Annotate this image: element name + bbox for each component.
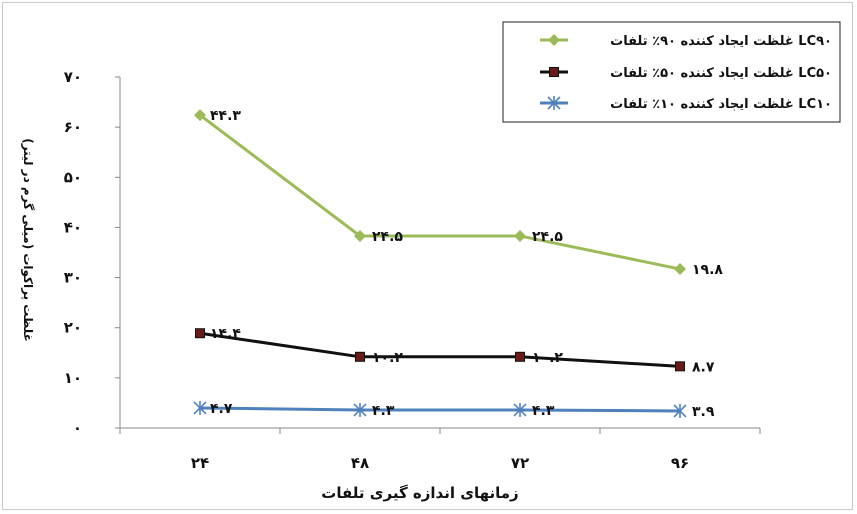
legend-label: غلظت ایجاد کننده ۱۰٪ تلفات LC۱۰: [610, 97, 832, 112]
data-label: ۱۹.۸: [692, 262, 723, 278]
legend: غلظت ایجاد کننده ۹۰٪ تلفات LC۹۰ غلظت ایجا…: [502, 21, 841, 123]
square-marker: [355, 351, 365, 362]
series-3: [193, 400, 687, 418]
asterisk-marker: [547, 96, 561, 110]
asterisk-marker: [193, 400, 207, 415]
data-label: ۱۴.۴: [210, 326, 241, 342]
x-axis-title: زمانهای اندازه گیری تلفات: [321, 484, 518, 502]
diamond-marker: [514, 229, 526, 242]
legend-item: غلظت ایجاد کننده ۵۰٪ تلفات LC۵۰: [540, 66, 832, 81]
diamond-marker: [354, 229, 366, 242]
diamond-marker: [674, 263, 686, 276]
y-tick-label: ۱۰: [64, 369, 82, 387]
square-marker: [195, 328, 205, 339]
series-line: [199, 113, 681, 271]
data-label: ۱۰.۲: [372, 350, 403, 366]
y-tick-label: ۳۰: [64, 269, 82, 287]
data-label: ۲۴.۵: [532, 229, 563, 245]
data-label: ۴.۳: [372, 403, 395, 419]
series-2: [195, 328, 685, 372]
x-tick-label: ۹۶: [671, 454, 689, 472]
y-tick-label: ۲۰: [64, 319, 82, 337]
x-tick-label: ۴۸: [351, 454, 369, 472]
square-marker: [549, 67, 559, 77]
square-marker: [675, 361, 685, 372]
legend-label: غلظت ایجاد کننده ۹۰٪ تلفات LC۹۰: [610, 34, 832, 49]
series-layer: [193, 109, 687, 418]
y-tick-label: ۰: [73, 419, 82, 437]
square-marker: [515, 351, 525, 362]
diamond-marker: [194, 109, 206, 122]
data-label: ۴.۷: [210, 401, 233, 417]
asterisk-marker: [353, 402, 367, 417]
data-label: ۴۴.۳: [210, 108, 241, 124]
data-label: ۱۰.۲: [532, 350, 563, 366]
axes: ۰ ۱۰ ۲۰ ۳۰ ۴۰ ۵۰ ۶۰ ۷۰ ۲۴ ۴۸ ۷۲ ۹۶: [64, 68, 761, 472]
asterisk-marker: [673, 403, 687, 418]
y-tick-label: ۴۰: [64, 218, 82, 236]
series-line: [199, 331, 681, 368]
y-tick-label: ۵۰: [64, 168, 82, 186]
series-line: [199, 406, 681, 413]
legend-label: غلظت ایجاد کننده ۵۰٪ تلفات LC۵۰: [610, 66, 832, 81]
data-label: ۴.۳: [532, 403, 555, 419]
x-tick-label: ۲۴: [191, 454, 209, 472]
data-label: ۸.۷: [692, 359, 715, 375]
x-tick-label: ۷۲: [511, 454, 529, 472]
data-label: ۲۴.۵: [372, 229, 403, 245]
y-axis-title: غلظت پراکوات (میلی گرم در لیتر): [20, 138, 35, 342]
legend-item: غلظت ایجاد کننده ۹۰٪ تلفات LC۹۰: [540, 34, 832, 49]
legend-item: غلظت ایجاد کننده ۱۰٪ تلفات LC۱۰: [540, 96, 832, 112]
y-tick-label: ۶۰: [64, 118, 82, 136]
diamond-marker: [548, 34, 560, 46]
y-tick-label: ۷۰: [64, 68, 82, 86]
series-1: [194, 109, 686, 276]
data-labels: ۴۴.۳ ۲۴.۵ ۲۴.۵ ۱۹.۸ ۱۴.۴ ۱۰.۲ ۱۰.۲ ۸.۷ ۴.۷ ۴.۳ ۴.۳…: [210, 108, 723, 420]
asterisk-marker: [513, 402, 527, 417]
data-label: ۳.۹: [692, 404, 715, 420]
